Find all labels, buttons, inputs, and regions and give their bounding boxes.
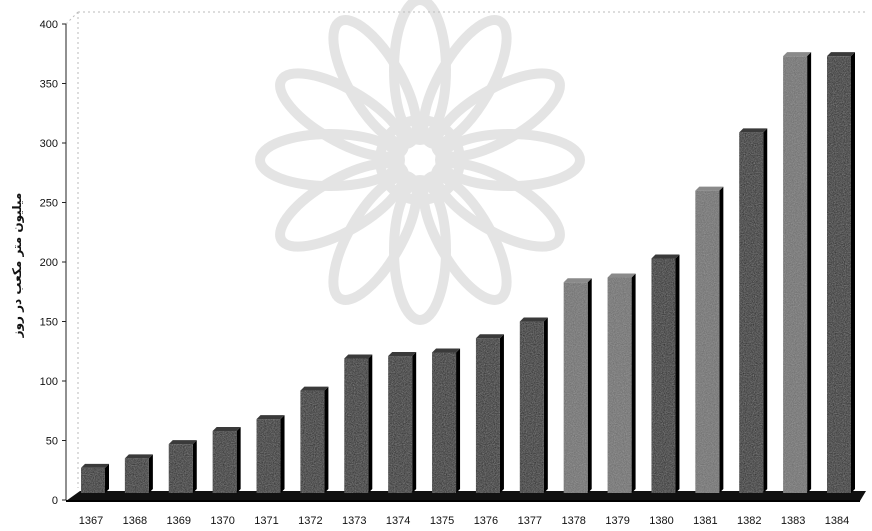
x-tick-label: 1382 [737, 515, 761, 527]
bar [81, 463, 109, 493]
y-axis: 0 50 100 150 200 250 300 350 400 [40, 19, 66, 507]
bar [432, 348, 461, 493]
bar [519, 317, 548, 493]
plot-floor [66, 491, 866, 502]
bar [695, 186, 724, 493]
y-tick-label: 400 [40, 19, 58, 31]
x-tick-label: 1380 [649, 515, 673, 527]
bar [607, 273, 636, 493]
x-tick-label: 1368 [123, 515, 147, 527]
bar [256, 415, 285, 493]
bar [827, 52, 855, 494]
x-tick-label: 1374 [386, 515, 410, 527]
bar [168, 440, 197, 493]
x-axis: 1367 1368 1369 1370 1371 1372 1373 1374 1375 1376… [79, 515, 849, 527]
bar-series [81, 52, 855, 494]
x-tick-label: 1377 [518, 515, 542, 527]
bar [300, 386, 329, 493]
x-tick-label: 1376 [474, 515, 498, 527]
y-tick-label: 300 [40, 138, 58, 150]
x-tick-label: 1372 [298, 515, 322, 527]
bar [739, 128, 768, 493]
y-tick-label: 350 [40, 79, 58, 91]
x-tick-label: 1383 [781, 515, 805, 527]
x-tick-label: 1370 [210, 515, 234, 527]
x-tick-label: 1369 [167, 515, 191, 527]
bar [212, 427, 241, 493]
y-axis-label: میلیون متر مکعب در روز [10, 193, 25, 339]
x-tick-label: 1371 [254, 515, 278, 527]
y-tick-label: 100 [40, 376, 58, 388]
watermark-emblem [255, 0, 585, 325]
bar [344, 354, 373, 493]
x-tick-label: 1381 [693, 515, 717, 527]
bar [124, 454, 153, 493]
bar [475, 334, 504, 493]
y-tick-label: 50 [46, 436, 58, 448]
y-tick-label: 150 [40, 317, 58, 329]
x-tick-label: 1367 [79, 515, 103, 527]
bar [783, 52, 812, 494]
x-tick-label: 1384 [825, 515, 849, 527]
x-tick-label: 1375 [430, 515, 454, 527]
x-tick-label: 1378 [561, 515, 585, 527]
y-tick-label: 200 [40, 257, 58, 269]
x-tick-label: 1373 [342, 515, 366, 527]
bar [563, 278, 592, 493]
bar [388, 352, 417, 493]
y-tick-label: 250 [40, 198, 58, 210]
bar [651, 254, 680, 493]
y-tick-label: 0 [52, 495, 58, 507]
x-tick-label: 1379 [605, 515, 629, 527]
